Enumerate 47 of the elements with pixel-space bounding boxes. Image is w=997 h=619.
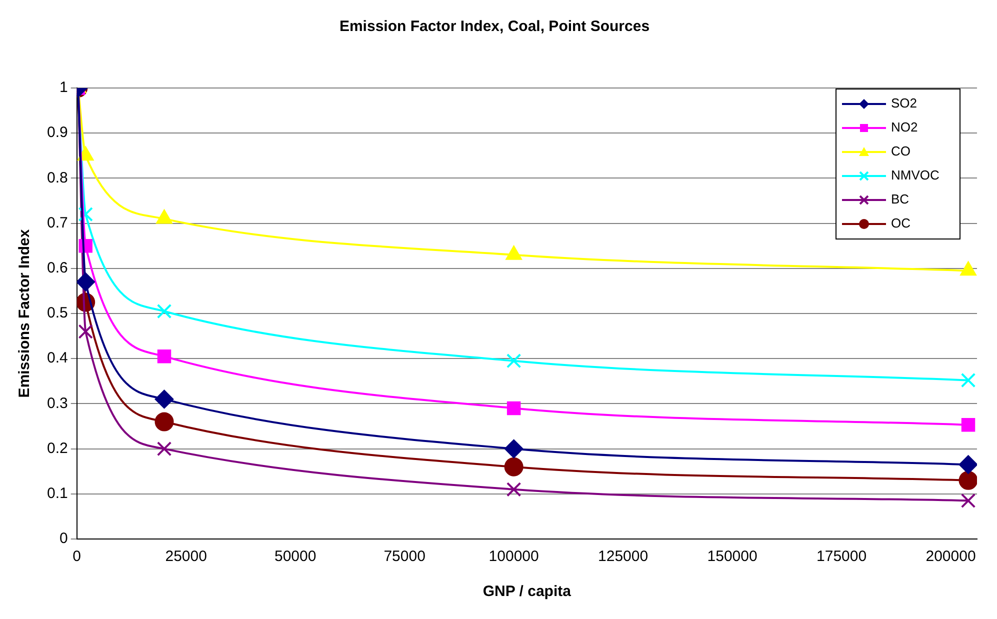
point bbox=[961, 418, 976, 432]
x-tick-label: 25000 bbox=[165, 548, 207, 566]
point bbox=[504, 439, 524, 458]
point bbox=[156, 304, 172, 319]
legend-label: SO2 bbox=[891, 96, 918, 111]
x-tick-label: 175000 bbox=[816, 548, 867, 566]
point bbox=[156, 441, 172, 456]
point bbox=[76, 272, 96, 292]
y-tick-label: 0.1 bbox=[46, 485, 68, 502]
point bbox=[506, 353, 522, 368]
x-tick-label: 150000 bbox=[707, 548, 758, 566]
chart-title: Emission Factor Index, Coal, Point Sources bbox=[339, 18, 650, 36]
point bbox=[154, 390, 174, 409]
point bbox=[154, 412, 174, 432]
x-tick-label: 50000 bbox=[274, 548, 316, 566]
x-tick-label: 100000 bbox=[488, 548, 539, 566]
x-axis-title: GNP / capita bbox=[482, 583, 572, 600]
point bbox=[958, 470, 977, 490]
y-tick-label: 1 bbox=[60, 79, 68, 96]
point bbox=[157, 349, 172, 364]
y-tick-label: 0.2 bbox=[46, 440, 68, 457]
point bbox=[78, 324, 93, 339]
legend-label: NO2 bbox=[891, 120, 918, 135]
y-tick-label: 0 bbox=[60, 530, 68, 548]
point bbox=[78, 206, 93, 222]
point bbox=[958, 455, 977, 474]
x-tick-label: 200000 bbox=[926, 548, 976, 566]
y-tick-label: 0.4 bbox=[46, 350, 68, 367]
x-tick-label: 125000 bbox=[598, 548, 648, 566]
x-tick-label: 0 bbox=[72, 548, 82, 566]
y-tick-label: 0.8 bbox=[46, 169, 68, 186]
x-tick-label: 75000 bbox=[384, 548, 426, 566]
point bbox=[504, 457, 524, 476]
point bbox=[960, 372, 976, 388]
legend-label: BC bbox=[891, 192, 910, 207]
y-axis-title: Emissions Factor Index bbox=[16, 228, 34, 398]
y-tick-label: 0.5 bbox=[46, 304, 68, 322]
legend-label: CO bbox=[891, 144, 910, 159]
y-tick-label: 0.3 bbox=[46, 394, 68, 412]
y-tick-label: 0.9 bbox=[46, 124, 68, 142]
legend-label: OC bbox=[891, 216, 910, 231]
legend-label: NMVOC bbox=[891, 168, 940, 183]
point bbox=[506, 482, 522, 497]
y-tick-label: 0.6 bbox=[46, 260, 68, 277]
point bbox=[960, 493, 976, 508]
y-tick-label: 0.7 bbox=[46, 214, 68, 232]
point bbox=[506, 401, 521, 416]
